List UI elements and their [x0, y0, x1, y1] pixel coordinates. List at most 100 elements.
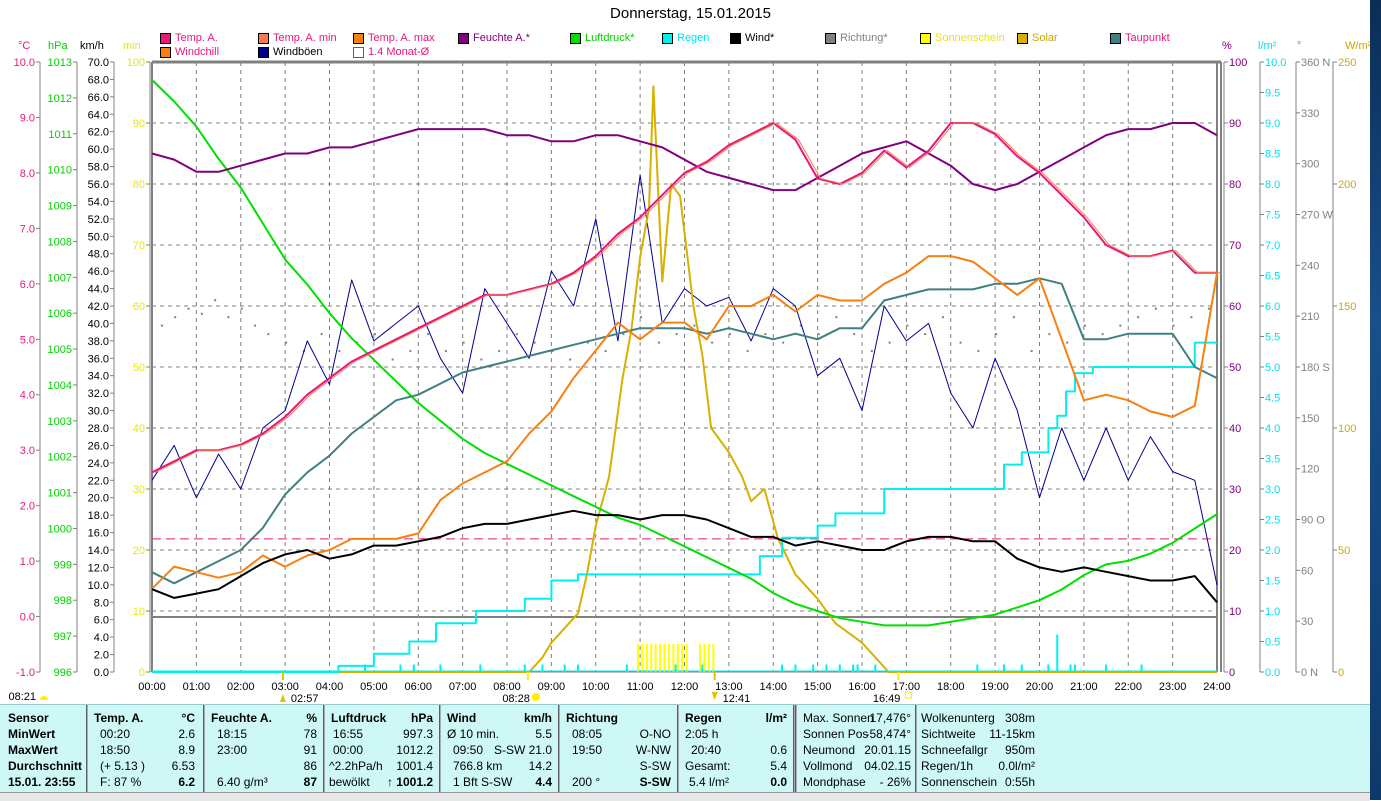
axis-label-pressure: 1004 [48, 380, 72, 392]
x-tick-label: 04:00 [316, 681, 344, 693]
pressure-avg-value: 1001.4 [396, 759, 433, 773]
axis-label-sun: 80 [133, 179, 145, 191]
legend-item: Luftdruck* [570, 32, 635, 44]
axis-label-pressure: 1006 [48, 308, 72, 320]
series-richtung-point [1030, 350, 1033, 353]
axis-label-rain: 2.0 [1265, 545, 1280, 557]
axis-label-temp: 3.0 [20, 445, 35, 457]
legend-label: Taupunkt [1125, 32, 1170, 44]
legend-item: Windböen [258, 46, 323, 58]
legend-swatch [920, 32, 931, 44]
x-tick-label: 02:00 [227, 681, 255, 693]
series-richtung-point [675, 333, 678, 336]
axis-label-temp: 10.0 [14, 57, 35, 69]
series-richtung-point [711, 341, 714, 344]
series-richtung-point [267, 333, 270, 336]
axis-label-solar: 150 [1338, 301, 1356, 313]
rain-total-label: Gesamt: [685, 759, 731, 773]
axis-label-wind: 8.0 [94, 597, 109, 609]
axis-label-sun: 40 [133, 423, 145, 435]
axis-label-rain: 8.5 [1265, 149, 1280, 161]
axis-label-wind: 36.0 [88, 353, 109, 365]
legend-item: Temp. A. min [258, 32, 337, 44]
humidity-min-time: 18:15 [217, 727, 248, 741]
series-richtung-point [444, 350, 447, 353]
sensor-row: MinWert [8, 727, 56, 741]
series-richtung-point [533, 341, 536, 344]
axis-label-temp: 5.0 [20, 334, 35, 346]
wind-avg-value: 5.5 [535, 727, 552, 741]
misc-label: Wolkenunterg [921, 711, 995, 725]
series-richtung-point [622, 333, 625, 336]
axis-label-rain: 5.0 [1265, 362, 1280, 374]
legend-item: Temp. A. [160, 32, 218, 44]
direction-min-time: 08:05 [572, 727, 603, 741]
x-tick-label: 05:00 [360, 681, 388, 693]
marker-label: 16:49 [873, 693, 901, 704]
axis-label-wind: 14.0 [88, 545, 109, 557]
legend-item: Taupunkt [1110, 32, 1170, 44]
axis-label-wind: 44.0 [88, 284, 109, 296]
col-pressure: Luftdruck hPa 16:55 997.3 00:00 1012.2 ^… [325, 705, 441, 793]
astro-label: Mondphase [803, 775, 866, 789]
astro-label: Sonnen Pos [803, 727, 869, 741]
axis-label-wind: 32.0 [88, 388, 109, 400]
axis-label-rain: 4.5 [1265, 393, 1280, 405]
unit-sun: min [123, 40, 141, 52]
series-richtung-point [569, 358, 572, 361]
series-richtung-point [1137, 316, 1140, 319]
axis-label-pressure: 1003 [48, 416, 72, 428]
astro-label: Max. Sonnen [803, 711, 874, 725]
pressure-min-time: 16:55 [333, 727, 364, 741]
unit-solar: W/m² [1345, 40, 1372, 52]
axis-label-pressure: 1012 [48, 93, 72, 105]
series-richtung-point [214, 299, 217, 302]
rain-today: 5.4 l/m² [689, 775, 730, 789]
status-bar [0, 792, 1370, 801]
direction-max-time: 19:50 [572, 743, 603, 757]
misc-value: 0:55h [1004, 775, 1035, 789]
x-tick-label: 21:00 [1070, 681, 1098, 693]
legend-swatch [458, 32, 469, 44]
axis-label-direction: 180 S [1301, 362, 1330, 374]
legend-label: Sonnenschein [935, 32, 1005, 44]
axis-label-temp: 8.0 [20, 168, 35, 180]
rain-unit: l/m² [765, 711, 787, 725]
series-richtung-point [480, 358, 483, 361]
axis-label-wind: 66.0 [88, 92, 109, 104]
axis-label-rain: 3.0 [1265, 484, 1280, 496]
series-richtung-point [941, 316, 944, 319]
legend-swatch [570, 32, 581, 44]
axis-label-sun: 10 [133, 606, 145, 618]
wind-header: Wind [447, 711, 477, 725]
series-richtung-point [1101, 333, 1104, 336]
axis-label-rain: 6.0 [1265, 301, 1280, 313]
wind-avg-label: Ø 10 min. [447, 727, 500, 741]
axis-label-rain: 6.5 [1265, 271, 1280, 283]
col-sensor: Sensor MinWert MaxWert Durchschnitt 15.0… [0, 705, 88, 793]
astro-value: - 26% [879, 775, 911, 789]
axis-label-pressure: 999 [54, 559, 72, 571]
axis-label-wind: 48.0 [88, 249, 109, 261]
series-richtung-point [391, 358, 394, 361]
series-richtung-point [817, 333, 820, 336]
series-richtung-point [160, 324, 163, 327]
temp-unit: °C [181, 711, 195, 725]
series-richtung-point [888, 341, 891, 344]
temp-avg-delta: (+ 5.13 ) [100, 759, 146, 773]
misc-label: Sonnenschein [921, 775, 998, 789]
x-tick-label: 10:00 [582, 681, 610, 693]
axis-label-pressure: 1002 [48, 452, 72, 464]
humidity-min-value: 78 [303, 727, 317, 741]
col-humidity: Feuchte A. % 18:15 78 23:00 91 86 6.40 g… [205, 705, 325, 793]
series-richtung-point [254, 324, 257, 327]
axis-label-temp: 7.0 [20, 223, 35, 235]
axis-label-humidity: 10 [1229, 606, 1241, 618]
astro-value: 20.01.15 [864, 743, 911, 757]
axis-label-humidity: 40 [1229, 423, 1241, 435]
misc-label: Schneefallgr [921, 743, 988, 757]
legend-label: Temp. A. [175, 32, 218, 44]
astro-value: 04.02.15 [864, 759, 911, 773]
axis-label-temp: 2.0 [20, 501, 35, 513]
legend-item: Feuchte A.* [458, 32, 530, 44]
